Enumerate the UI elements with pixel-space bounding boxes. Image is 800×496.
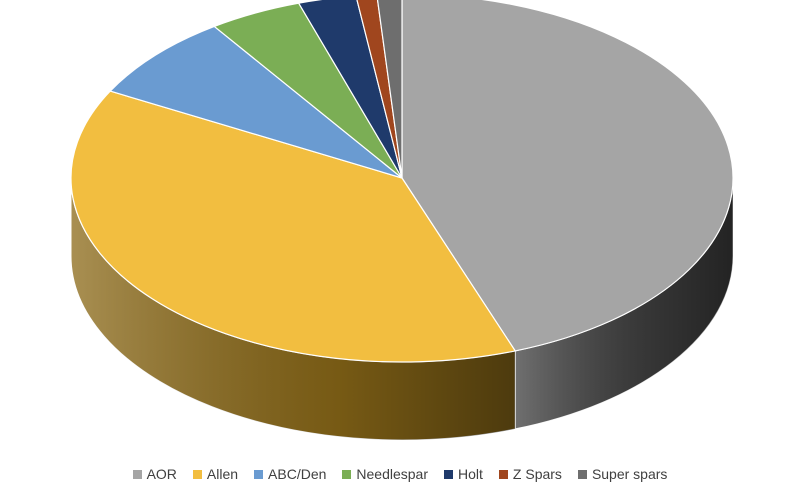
pie-slice-holt — [298, 0, 403, 179]
legend-label: Holt — [458, 466, 483, 482]
legend-swatch — [254, 469, 264, 479]
legend-swatch — [192, 469, 202, 479]
legend-swatch — [132, 469, 142, 479]
legend-swatch — [498, 469, 508, 479]
legend-item-needlespar: Needlespar — [342, 466, 428, 482]
pie-chart — [70, 0, 734, 441]
legend-swatch — [444, 469, 454, 479]
pie-side-shade-aor — [515, 178, 733, 429]
legend-label: Needlespar — [356, 466, 429, 482]
legend-item-abc-den: ABC/Den — [254, 466, 326, 482]
pie-tops — [70, 0, 734, 363]
pie-slice-super-spars — [376, 0, 403, 179]
legend-swatch — [577, 469, 587, 479]
legend-item-super-spars: Super spars — [577, 466, 668, 482]
legend-item-holt: Holt — [444, 466, 483, 482]
legend-label: Super spars — [591, 466, 668, 482]
pie-slice-allen — [70, 90, 516, 363]
legend-item-allen: Allen — [192, 466, 239, 482]
legend: AOR Allen ABC/Den Needlespar Holt Z Spars Supe… — [0, 466, 800, 482]
legend-swatch — [342, 469, 352, 479]
pie-slice-z-spars — [356, 0, 403, 179]
pie-slice-aor — [401, 0, 734, 352]
legend-label: Z Spars — [512, 466, 562, 482]
legend-item-aor: AOR — [132, 466, 177, 482]
legend-label: Allen — [206, 466, 239, 482]
pie-slice-abc-den — [109, 25, 403, 179]
pie-side-shade-allen — [71, 178, 516, 440]
legend-item-z-spars: Z Spars — [498, 466, 562, 482]
legend-label: AOR — [146, 466, 177, 482]
legend-label: ABC/Den — [268, 466, 327, 482]
